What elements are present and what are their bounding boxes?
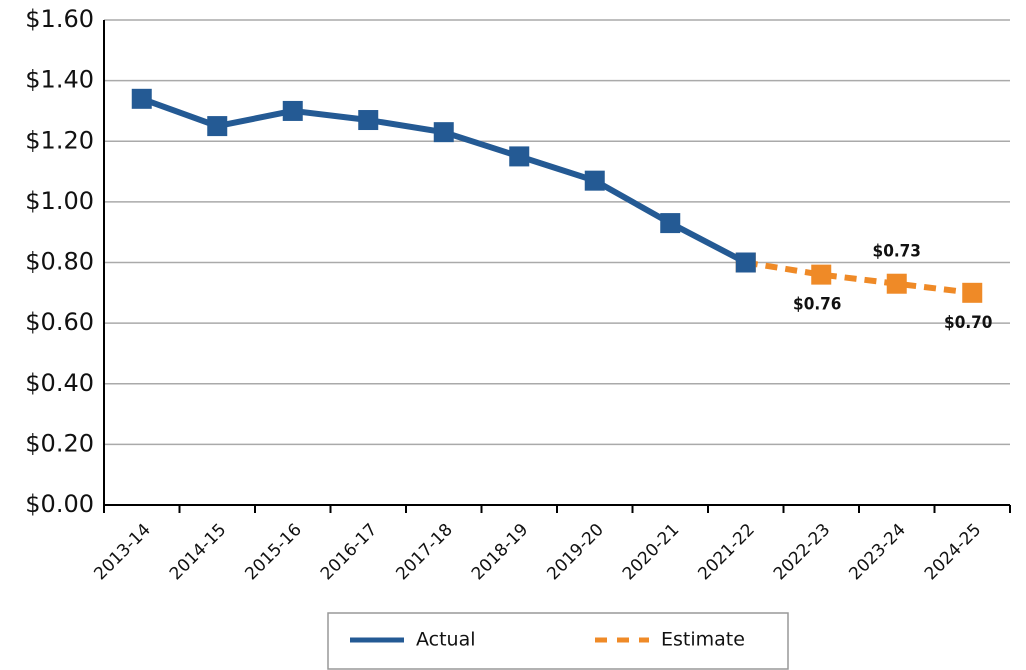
y-tick-label: $1.20: [25, 126, 94, 154]
x-tick-label: 2016-17: [317, 520, 381, 584]
x-tick-label: 2021-22: [694, 520, 758, 584]
marker: [282, 100, 303, 121]
x-tick-label: 2015-16: [241, 520, 305, 584]
marker: [131, 88, 152, 109]
marker: [584, 170, 605, 191]
y-tick-label: $0.60: [25, 308, 94, 336]
x-tick-label: 2019-20: [543, 520, 607, 584]
data-label: $0.70: [944, 313, 992, 333]
y-tick-label: $0.40: [25, 369, 94, 397]
marker: [735, 252, 756, 273]
data-label: $0.73: [873, 242, 921, 262]
y-tick-label: $1.60: [25, 5, 94, 33]
x-tick-label: 2023-24: [845, 520, 909, 584]
y-tick-label: $0.80: [25, 248, 94, 276]
x-tick-label: 2017-18: [392, 520, 456, 584]
y-tick-label: $1.00: [25, 187, 94, 215]
series-line: [745, 259, 973, 296]
marker: [886, 273, 907, 294]
x-tick-label: 2022-23: [770, 520, 834, 584]
y-tick-label: $1.40: [25, 66, 94, 94]
marker: [962, 282, 983, 303]
marker: [811, 264, 832, 285]
marker: [509, 146, 530, 167]
legend-box: [327, 612, 789, 670]
legend-label: Estimate: [661, 629, 745, 651]
x-tick-label: 2024-25: [921, 520, 985, 584]
y-tick-label: $0.20: [25, 429, 94, 457]
x-tick-label: 2018-19: [468, 520, 532, 584]
legend-label: Actual: [416, 629, 476, 651]
y-tick-label: $0.00: [25, 490, 94, 518]
marker: [433, 122, 454, 143]
data-label: $0.76: [793, 295, 841, 315]
x-tick-label: 2013-14: [90, 520, 154, 584]
marker: [358, 110, 379, 131]
marker: [207, 116, 228, 137]
x-tick-label: 2014-15: [166, 520, 230, 584]
x-tick-label: 2020-21: [619, 520, 683, 584]
marker: [660, 213, 681, 234]
